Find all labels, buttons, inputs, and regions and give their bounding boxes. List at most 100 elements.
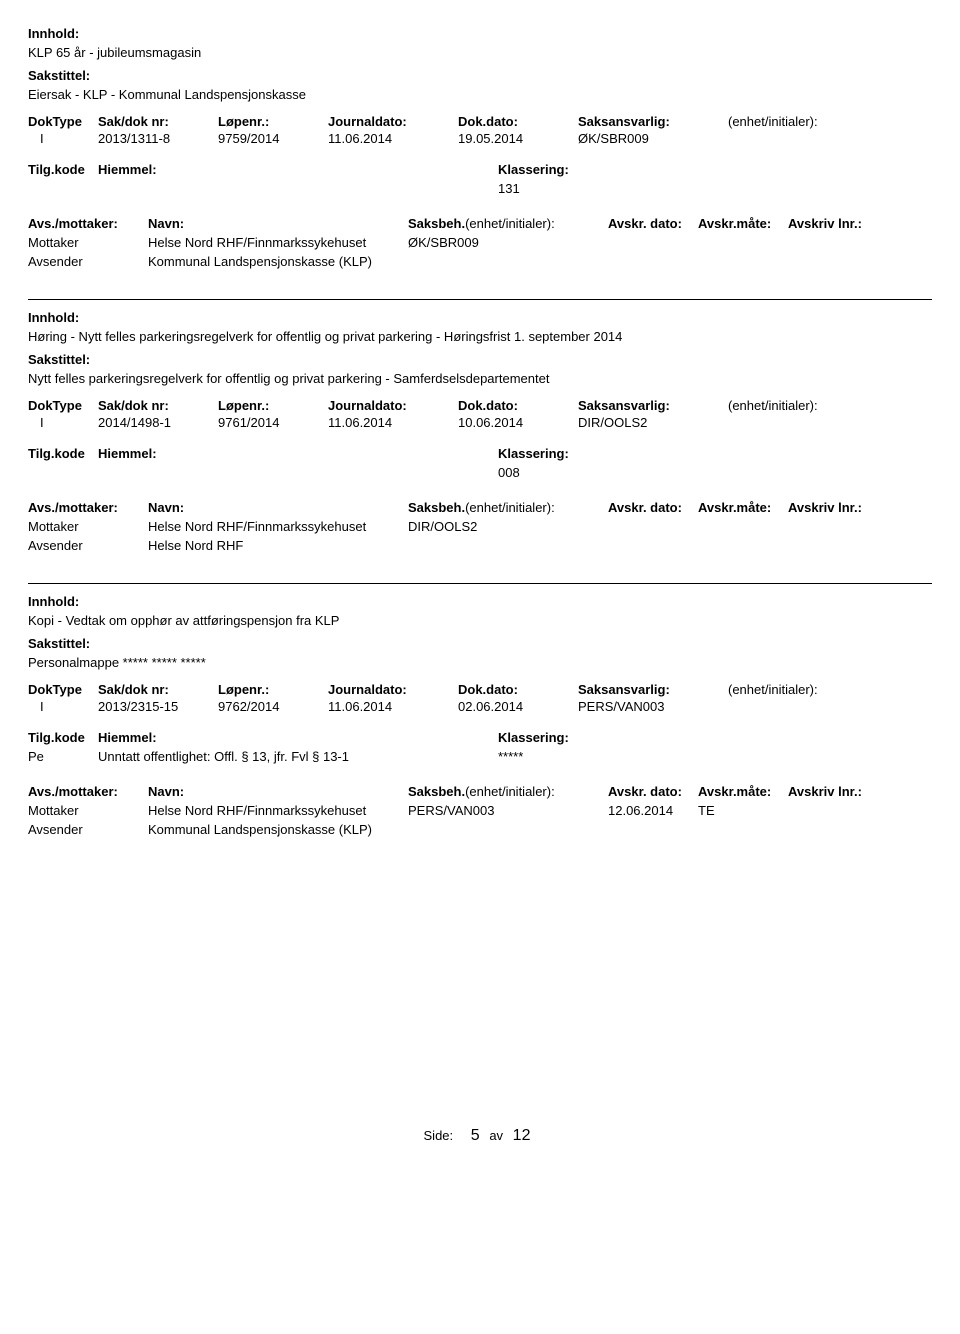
journal-entry: Innhold: KLP 65 år - jubileumsmagasin Saks… bbox=[28, 26, 932, 300]
party-header-row: Avs./mottaker:Navn:Saksbeh.(enhet/initia… bbox=[28, 784, 932, 799]
innhold-label: Innhold: bbox=[28, 26, 932, 41]
page-footer: Side: 5 av 12 bbox=[28, 1127, 932, 1145]
party-row: AvsenderKommunal Landspensjonskasse (KLP… bbox=[28, 822, 932, 837]
journaldato-value: 11.06.2014 bbox=[328, 131, 458, 146]
party-name: Helse Nord RHF/Finnmarkssykehuset bbox=[148, 519, 408, 534]
saksansvarlig-value: ØK/SBR009 bbox=[578, 131, 728, 146]
sakdoknr-label: Sak/dok nr: bbox=[98, 682, 218, 697]
columns-header: DokTypeSak/dok nr:Løpenr.:Journaldato:Do… bbox=[28, 114, 932, 129]
avskrivlnr-label: Avskriv lnr.: bbox=[788, 500, 932, 515]
lopenr-value: 9761/2014 bbox=[218, 415, 328, 430]
columns-header: DokTypeSak/dok nr:Løpenr.:Journaldato:Do… bbox=[28, 398, 932, 413]
innhold-value: Kopi - Vedtak om opphør av attføringspen… bbox=[28, 613, 932, 628]
sakstittel-value: Personalmappe ***** ***** ***** bbox=[28, 655, 932, 670]
sakdoknr-label: Sak/dok nr: bbox=[98, 398, 218, 413]
journal-entry: Innhold: Kopi - Vedtak om opphør av attfø… bbox=[28, 594, 932, 867]
dokdato-value: 10.06.2014 bbox=[458, 415, 578, 430]
tilgkode-label: Tilg.kode bbox=[28, 446, 98, 461]
journaldato-label: Journaldato: bbox=[328, 114, 458, 129]
innhold-label: Innhold: bbox=[28, 310, 932, 325]
dokdato-label: Dok.dato: bbox=[458, 682, 578, 697]
klassering-cell: Klassering: ***** bbox=[498, 730, 932, 764]
enhet-value bbox=[728, 415, 932, 430]
footer-page: 5 bbox=[471, 1127, 480, 1144]
klassering-cell: Klassering:131 bbox=[498, 162, 932, 196]
party-role: Mottaker bbox=[28, 235, 148, 250]
columns-data: I2014/1498-19761/201411.06.201410.06.201… bbox=[28, 415, 932, 430]
avsmottaker-label: Avs./mottaker: bbox=[28, 500, 148, 515]
innhold-value: KLP 65 år - jubileumsmagasin bbox=[28, 45, 932, 60]
lopenr-label: Løpenr.: bbox=[218, 114, 328, 129]
lopenr-label: Løpenr.: bbox=[218, 682, 328, 697]
hjemmel-label: Hiemmel: bbox=[98, 730, 498, 745]
saksansvarlig-value: PERS/VAN003 bbox=[578, 699, 728, 714]
avskrdato-label: Avskr. dato: bbox=[608, 784, 698, 799]
sakstittel-label: Sakstittel: bbox=[28, 68, 932, 83]
klassering-label: Klassering: bbox=[498, 730, 932, 745]
klassering-label: Klassering: bbox=[498, 162, 932, 177]
columns-header: DokTypeSak/dok nr:Løpenr.:Journaldato:Do… bbox=[28, 682, 932, 697]
party-saksbeh: ØK/SBR009 bbox=[408, 235, 608, 250]
avskrmote-label: Avskr.måte: bbox=[698, 500, 788, 515]
party-saksbeh: PERS/VAN003 bbox=[408, 803, 608, 818]
enhet-value bbox=[728, 699, 932, 714]
tilgkode-cell: Tilg.kode bbox=[28, 446, 98, 480]
klassering-value: ***** bbox=[498, 749, 932, 764]
innhold-value: Høring - Nytt felles parkeringsregelverk… bbox=[28, 329, 932, 344]
party-header-row: Avs./mottaker:Navn:Saksbeh.(enhet/initia… bbox=[28, 216, 932, 231]
avskrivlnr-label: Avskriv lnr.: bbox=[788, 216, 932, 231]
doktype-label: DokType bbox=[28, 682, 98, 697]
tilgkode-value: Pe bbox=[28, 749, 98, 764]
doktype-value: I bbox=[28, 415, 98, 430]
hjemmel-label: Hiemmel: bbox=[98, 162, 498, 177]
journaldato-value: 11.06.2014 bbox=[328, 415, 458, 430]
saksansvarlig-value: DIR/OOLS2 bbox=[578, 415, 728, 430]
tilg-row: Tilg.kodePeHiemmel:Unntatt offentlighet:… bbox=[28, 730, 932, 764]
hjemmel-cell: Hiemmel: bbox=[98, 162, 498, 196]
footer-label: Side: bbox=[424, 1128, 454, 1143]
saksansvarlig-label: Saksansvarlig: bbox=[578, 682, 728, 697]
party-row: AvsenderHelse Nord RHF bbox=[28, 538, 932, 553]
innhold-label: Innhold: bbox=[28, 594, 932, 609]
dokdato-value: 19.05.2014 bbox=[458, 131, 578, 146]
avskrdato-label: Avskr. dato: bbox=[608, 500, 698, 515]
party-row: MottakerHelse Nord RHF/Finnmarkssykehuse… bbox=[28, 803, 932, 818]
sakdoknr-value: 2013/2315-15 bbox=[98, 699, 218, 714]
navn-label: Navn: bbox=[148, 784, 408, 799]
tilg-row: Tilg.kodeHiemmel:Klassering:008 bbox=[28, 446, 932, 480]
party-row: MottakerHelse Nord RHF/Finnmarkssykehuse… bbox=[28, 519, 932, 534]
sakstittel-value: Eiersak - KLP - Kommunal Landspensjonska… bbox=[28, 87, 932, 102]
doktype-label: DokType bbox=[28, 114, 98, 129]
party-role: Avsender bbox=[28, 538, 148, 553]
sakstittel-label: Sakstittel: bbox=[28, 352, 932, 367]
avskrdato-label: Avskr. dato: bbox=[608, 216, 698, 231]
avskrivlnr-label: Avskriv lnr.: bbox=[788, 784, 932, 799]
party-role: Avsender bbox=[28, 254, 148, 269]
party-header-row: Avs./mottaker:Navn:Saksbeh.(enhet/initia… bbox=[28, 500, 932, 515]
party-saksbeh: DIR/OOLS2 bbox=[408, 519, 608, 534]
journal-entry: Innhold: Høring - Nytt felles parkeringsr… bbox=[28, 310, 932, 584]
hjemmel-value: Unntatt offentlighet: Offl. § 13, jfr. F… bbox=[98, 749, 398, 764]
saksansvarlig-label: Saksansvarlig: bbox=[578, 114, 728, 129]
avskrmote-label: Avskr.måte: bbox=[698, 784, 788, 799]
sakdoknr-value: 2014/1498-1 bbox=[98, 415, 218, 430]
avsmottaker-label: Avs./mottaker: bbox=[28, 216, 148, 231]
journaldato-label: Journaldato: bbox=[328, 398, 458, 413]
party-name: Helse Nord RHF/Finnmarkssykehuset bbox=[148, 235, 408, 250]
hjemmel-label: Hiemmel: bbox=[98, 446, 498, 461]
lopenr-label: Løpenr.: bbox=[218, 398, 328, 413]
saksbeh-label: Saksbeh.(enhet/initialer): bbox=[408, 500, 608, 515]
sakstittel-value: Nytt felles parkeringsregelverk for offe… bbox=[28, 371, 932, 386]
avskrmote-label: Avskr.måte: bbox=[698, 216, 788, 231]
doktype-value: I bbox=[28, 699, 98, 714]
doktype-label: DokType bbox=[28, 398, 98, 413]
enhet-label: (enhet/initialer): bbox=[728, 398, 932, 413]
doktype-value: I bbox=[28, 131, 98, 146]
saksbeh-label: Saksbeh.(enhet/initialer): bbox=[408, 216, 608, 231]
party-role: Avsender bbox=[28, 822, 148, 837]
enhet-label: (enhet/initialer): bbox=[728, 114, 932, 129]
dokdato-value: 02.06.2014 bbox=[458, 699, 578, 714]
party-row: AvsenderKommunal Landspensjonskasse (KLP… bbox=[28, 254, 932, 269]
tilgkode-label: Tilg.kode bbox=[28, 162, 98, 177]
sakdoknr-value: 2013/1311-8 bbox=[98, 131, 218, 146]
